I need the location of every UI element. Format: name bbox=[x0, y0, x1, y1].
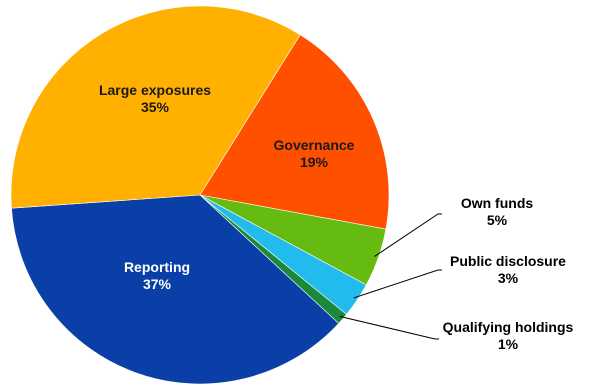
leader-lines bbox=[339, 213, 442, 340]
label-own-funds: Own funds bbox=[461, 195, 534, 211]
percent-public-disclosure: 3% bbox=[498, 270, 519, 286]
label-large-exposures: Large exposures bbox=[99, 82, 211, 98]
percent-own-funds: 5% bbox=[487, 212, 508, 228]
slice-reporting bbox=[11, 194, 340, 385]
label-public-disclosure: Public disclosure bbox=[450, 253, 566, 269]
slice-governance bbox=[199, 34, 390, 230]
percent-reporting: 37% bbox=[143, 276, 172, 292]
percent-governance: 19% bbox=[300, 154, 329, 170]
leader-public-disclosure bbox=[353, 269, 442, 299]
label-governance: Governance bbox=[274, 137, 355, 153]
slice-large-exposures bbox=[10, 5, 301, 209]
pie-slices bbox=[10, 5, 390, 385]
leader-own-funds bbox=[374, 213, 442, 257]
leader-qualifying-holdings bbox=[339, 315, 439, 340]
label-qualifying-holdings: Qualifying holdings bbox=[443, 319, 574, 335]
label-reporting: Reporting bbox=[124, 259, 190, 275]
percent-large-exposures: 35% bbox=[141, 99, 170, 115]
percent-qualifying-holdings: 1% bbox=[498, 336, 519, 352]
